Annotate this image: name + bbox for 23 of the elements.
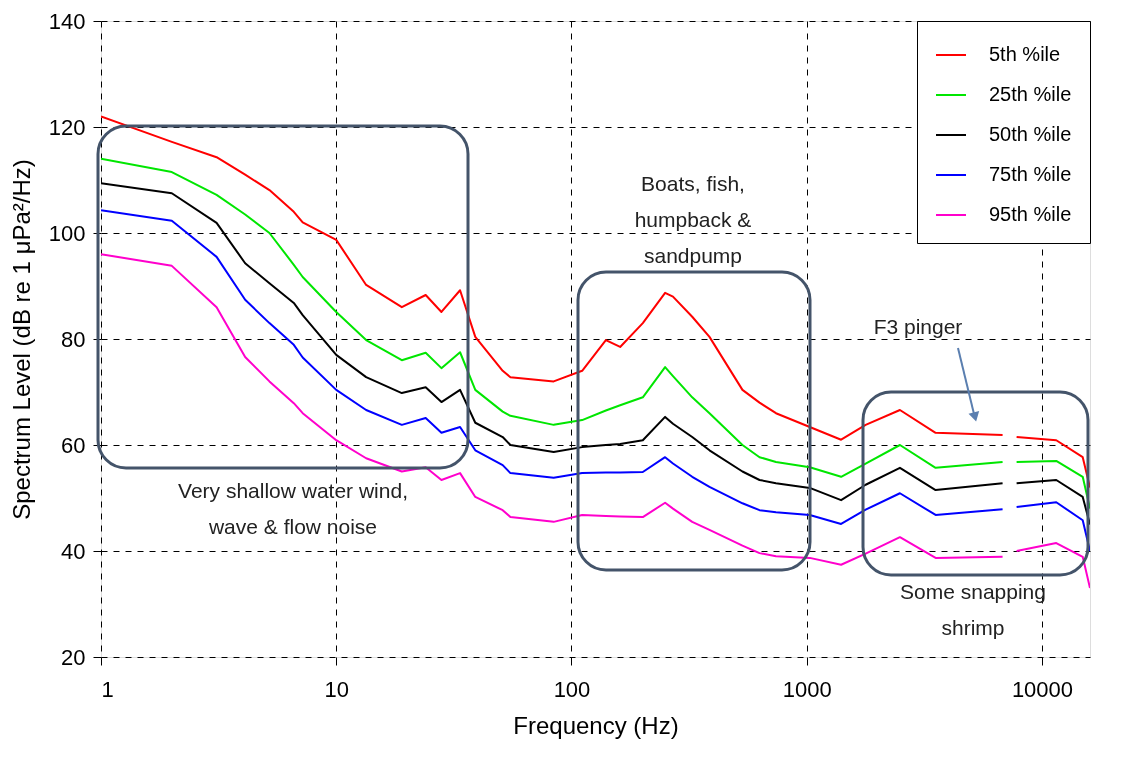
legend-label: 50th %ile (989, 123, 1072, 145)
annotation: F3 pinger (873, 315, 963, 338)
annotation: Boats, fish, humpback & sandpump (634, 172, 752, 267)
legend-label: 75th %ile (989, 163, 1072, 185)
x-tick-label: 100 (553, 676, 591, 702)
y-tick-label: 40 (61, 538, 86, 564)
x-tick-label: 10000 (1011, 676, 1074, 702)
x-tick-label: 1 (101, 676, 114, 702)
y-tick-label: 100 (48, 220, 86, 246)
x-tick-label: 1000 (782, 676, 832, 702)
y-axis-title: Spectrum Level (dB re 1 μPa²/Hz) (7, 159, 35, 520)
legend-label: 95th %ile (989, 203, 1072, 225)
legend-label: 5th %ile (989, 43, 1061, 65)
y-tick-label: 20 (61, 644, 86, 670)
y-tick-label: 60 (61, 432, 86, 458)
annotation: Very shallow water wind, wave & flow noise (178, 479, 408, 538)
y-tick-label: 80 (61, 326, 86, 352)
x-tick-label: 10 (324, 676, 349, 702)
y-tick-label: 140 (48, 8, 86, 34)
y-tick-label: 120 (48, 114, 86, 140)
annotation: Some snapping shrimp (900, 580, 1046, 639)
legend-label: 25th %ile (989, 83, 1072, 105)
x-axis-title: Frequency (Hz) (513, 711, 679, 739)
